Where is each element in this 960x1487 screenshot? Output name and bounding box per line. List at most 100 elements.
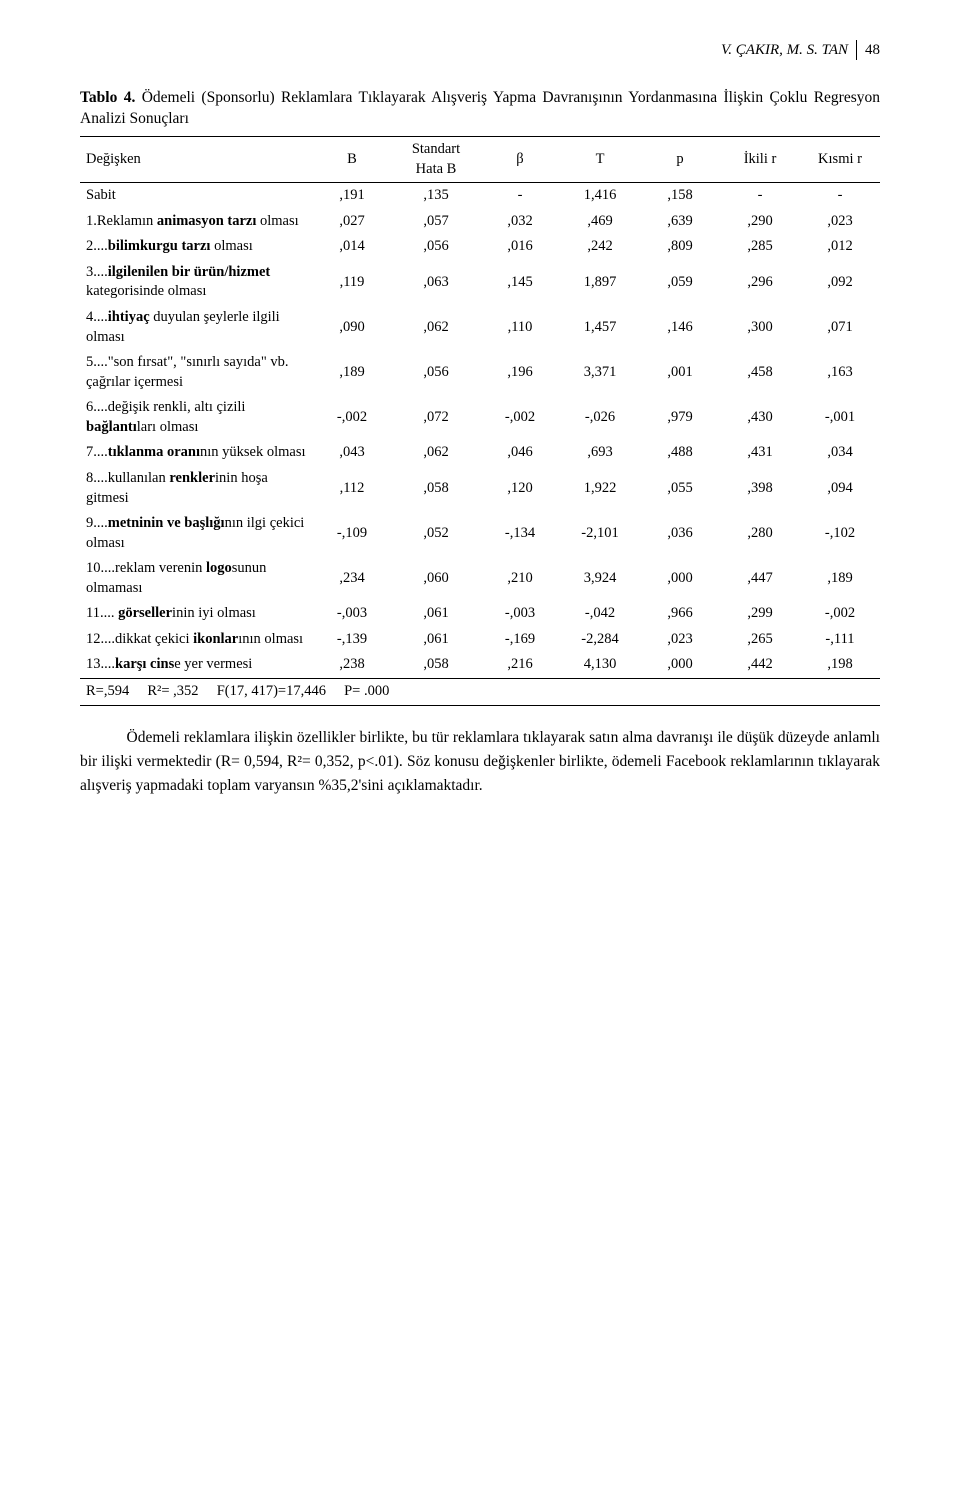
cell-ikili: ,299 [720,601,800,627]
cell-kismi: -,111 [800,627,880,653]
cell-T: -2,101 [560,511,640,556]
cell-p: ,639 [640,209,720,235]
cell-p: ,809 [640,234,720,260]
cell-SH: ,052 [392,511,480,556]
row-label: 12....dikkat çekici ikonlarının olması [80,627,312,653]
row-label: 4....ihtiyaç duyulan şeylerle ilgili olm… [80,305,312,350]
cell-beta: -,169 [480,627,560,653]
cell-T: ,693 [560,440,640,466]
cell-beta: ,210 [480,556,560,601]
cell-p: ,488 [640,440,720,466]
table-row: 13....karşı cinse yer vermesi,238,058,21… [80,652,880,678]
cell-kismi: ,071 [800,305,880,350]
table-row: 9....metninin ve başlığının ilgi çekici … [80,511,880,556]
row-label: 3....ilgilenilen bir ürün/hizmet kategor… [80,260,312,305]
cell-p: ,146 [640,305,720,350]
cell-B: ,090 [312,305,392,350]
stat-r2: R²= ,352 [147,683,198,699]
cell-ikili: ,431 [720,440,800,466]
cell-beta: -,002 [480,395,560,440]
cell-B: -,139 [312,627,392,653]
stat-p: P= .000 [344,683,389,699]
header-author: V. ÇAKIR, M. S. TAN [721,40,848,60]
cell-beta: ,046 [480,440,560,466]
cell-kismi: ,189 [800,556,880,601]
row-label: 13....karşı cinse yer vermesi [80,652,312,678]
table-footer-row: R=,594 R²= ,352 F(17, 417)=17,446 P= .00… [80,679,880,706]
cell-p: ,001 [640,350,720,395]
cell-T: 3,924 [560,556,640,601]
cell-p: ,036 [640,511,720,556]
cell-SH: ,072 [392,395,480,440]
cell-beta: ,120 [480,466,560,511]
cell-ikili: ,398 [720,466,800,511]
cell-T: 1,457 [560,305,640,350]
cell-beta: -,134 [480,511,560,556]
row-label: 9....metninin ve başlığının ilgi çekici … [80,511,312,556]
cell-kismi: -,002 [800,601,880,627]
cell-T: 3,371 [560,350,640,395]
cell-SH: ,063 [392,260,480,305]
regression-table: Değişken B Standart Hata B β T p İkili r… [80,136,880,706]
cell-T: 4,130 [560,652,640,678]
table-row: 1.Reklamın animasyon tarzı olması,027,05… [80,209,880,235]
cell-p: ,158 [640,183,720,209]
cell-kismi: ,034 [800,440,880,466]
cell-B: ,014 [312,234,392,260]
row-label: 10....reklam verenin logosunun olmaması [80,556,312,601]
cell-beta: -,003 [480,601,560,627]
cell-T: -2,284 [560,627,640,653]
cell-SH: ,058 [392,652,480,678]
cell-T: 1,416 [560,183,640,209]
cell-kismi: ,092 [800,260,880,305]
cell-SH: ,056 [392,234,480,260]
cell-B: ,234 [312,556,392,601]
cell-SH: ,061 [392,601,480,627]
cell-kismi: -,102 [800,511,880,556]
cell-p: ,966 [640,601,720,627]
cell-SH: ,060 [392,556,480,601]
cell-beta: ,032 [480,209,560,235]
stat-f: F(17, 417)=17,446 [217,683,326,699]
table-row: Sabit,191,135-1,416,158-- [80,183,880,209]
cell-ikili: ,430 [720,395,800,440]
cell-ikili: ,290 [720,209,800,235]
cell-ikili: ,447 [720,556,800,601]
row-label: 11.... görsellerinin iyi olması [80,601,312,627]
cell-B: ,043 [312,440,392,466]
table-row: 2....bilimkurgu tarzı olması,014,056,016… [80,234,880,260]
table-row: 6....değişik renkli, altı çizili bağlant… [80,395,880,440]
header-divider [856,40,857,60]
cell-SH: ,062 [392,440,480,466]
cell-B: -,002 [312,395,392,440]
row-label: 2....bilimkurgu tarzı olması [80,234,312,260]
table-header-row: Değişken B Standart Hata B β T p İkili r… [80,137,880,183]
cell-ikili: ,296 [720,260,800,305]
row-label: 1.Reklamın animasyon tarzı olması [80,209,312,235]
cell-kismi: ,198 [800,652,880,678]
cell-kismi: ,163 [800,350,880,395]
table-row: 3....ilgilenilen bir ürün/hizmet kategor… [80,260,880,305]
cell-beta: ,216 [480,652,560,678]
table-caption-prefix: Tablo 4. [80,89,135,106]
cell-ikili: ,280 [720,511,800,556]
cell-p: ,055 [640,466,720,511]
cell-beta: ,145 [480,260,560,305]
col-kismi: Kısmi r [800,137,880,183]
cell-T: ,242 [560,234,640,260]
cell-B: ,238 [312,652,392,678]
cell-kismi: -,001 [800,395,880,440]
cell-beta: ,196 [480,350,560,395]
cell-kismi: ,012 [800,234,880,260]
col-t: T [560,137,640,183]
table-caption-text: Ödemeli (Sponsorlu) Reklamlara Tıklayara… [80,89,880,127]
cell-SH: ,057 [392,209,480,235]
cell-p: ,979 [640,395,720,440]
cell-kismi: ,023 [800,209,880,235]
cell-p: ,000 [640,652,720,678]
cell-B: ,112 [312,466,392,511]
cell-ikili: ,442 [720,652,800,678]
body-paragraph: Ödemeli reklamlara ilişkin özellikler bi… [80,726,880,798]
header-page: 48 [865,40,880,60]
row-label: 7....tıklanma oranının yüksek olması [80,440,312,466]
